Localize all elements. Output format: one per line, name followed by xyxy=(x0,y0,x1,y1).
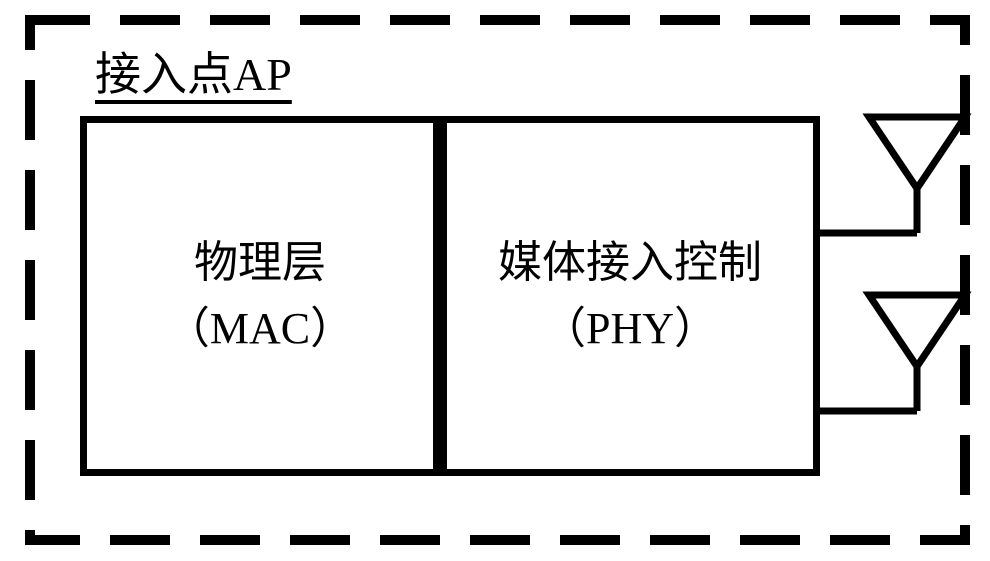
diagram-canvas: 接入点AP 物理层 （MAC） 媒体接入控制 （PHY） xyxy=(0,0,990,561)
block-mac-line2: （MAC） xyxy=(166,296,354,362)
block-mac: 物理层 （MAC） xyxy=(80,116,440,476)
antenna-icon xyxy=(820,288,972,418)
ap-title: 接入点AP xyxy=(95,38,292,104)
antenna-icon xyxy=(820,110,972,240)
block-phy-line1: 媒体接入控制 xyxy=(498,230,762,296)
block-mac-line1: 物理层 xyxy=(194,230,326,296)
block-phy: 媒体接入控制 （PHY） xyxy=(440,116,820,476)
block-phy-line2: （PHY） xyxy=(542,296,718,362)
